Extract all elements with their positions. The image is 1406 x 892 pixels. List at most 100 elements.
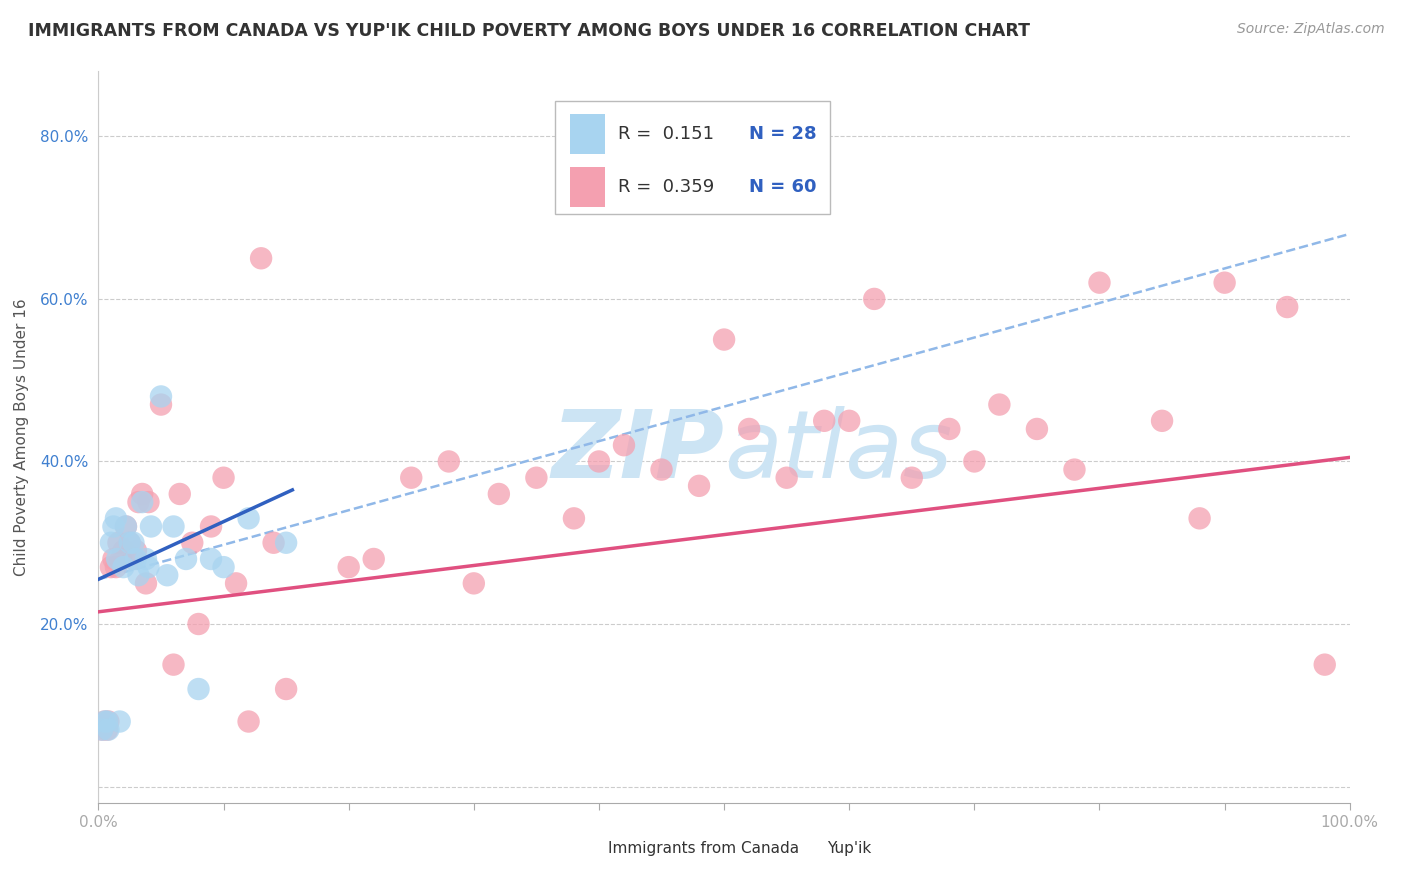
- Point: [100, 535, 122, 549]
- Point: [463, 576, 485, 591]
- Point: [838, 414, 860, 428]
- Point: [115, 519, 138, 533]
- Point: [131, 495, 153, 509]
- Point: [562, 511, 585, 525]
- Point: [1150, 414, 1173, 428]
- Point: [107, 535, 129, 549]
- Point: [103, 552, 125, 566]
- Point: [112, 544, 135, 558]
- Point: [139, 519, 162, 533]
- Point: [104, 511, 127, 525]
- Point: [122, 535, 145, 549]
- Point: [118, 535, 141, 549]
- Point: [613, 438, 636, 452]
- Point: [138, 560, 160, 574]
- FancyBboxPatch shape: [571, 167, 605, 208]
- Point: [108, 714, 131, 729]
- Point: [238, 511, 260, 525]
- Point: [588, 454, 610, 468]
- Point: [938, 422, 960, 436]
- Point: [187, 617, 209, 632]
- Point: [225, 576, 247, 591]
- Point: [104, 560, 127, 574]
- Text: N = 28: N = 28: [749, 125, 817, 143]
- Point: [125, 552, 148, 566]
- Point: [488, 487, 510, 501]
- Point: [122, 552, 145, 566]
- Point: [138, 495, 160, 509]
- Point: [863, 292, 886, 306]
- Point: [238, 714, 260, 729]
- Point: [105, 552, 128, 566]
- Point: [131, 487, 153, 501]
- Point: [115, 519, 138, 533]
- Point: [650, 462, 672, 476]
- Point: [118, 535, 141, 549]
- Point: [91, 723, 114, 737]
- Text: atlas: atlas: [724, 406, 952, 497]
- Point: [738, 422, 761, 436]
- Point: [112, 560, 135, 574]
- Point: [181, 535, 204, 549]
- Point: [97, 714, 120, 729]
- Text: Yup'ik: Yup'ik: [827, 840, 870, 855]
- Point: [93, 714, 115, 729]
- Point: [900, 471, 922, 485]
- Point: [174, 552, 197, 566]
- Point: [169, 487, 191, 501]
- Point: [162, 657, 184, 672]
- Point: [274, 681, 298, 696]
- Point: [127, 495, 149, 509]
- Point: [1213, 276, 1236, 290]
- Point: [91, 723, 114, 737]
- Point: [150, 389, 173, 403]
- FancyBboxPatch shape: [555, 101, 831, 214]
- Text: R =  0.151: R = 0.151: [617, 125, 714, 143]
- Point: [813, 414, 835, 428]
- Point: [401, 471, 423, 485]
- FancyBboxPatch shape: [571, 114, 605, 154]
- Point: [1313, 657, 1336, 672]
- Point: [127, 568, 149, 582]
- Point: [776, 471, 799, 485]
- Point: [437, 454, 460, 468]
- Text: ZIP: ZIP: [551, 406, 724, 498]
- Point: [1188, 511, 1211, 525]
- Point: [1088, 276, 1111, 290]
- Point: [274, 535, 298, 549]
- Point: [1277, 300, 1299, 314]
- Point: [250, 252, 273, 266]
- FancyBboxPatch shape: [793, 837, 821, 864]
- Y-axis label: Child Poverty Among Boys Under 16: Child Poverty Among Boys Under 16: [14, 298, 30, 576]
- Point: [337, 560, 360, 574]
- Point: [156, 568, 179, 582]
- Point: [135, 576, 157, 591]
- Point: [103, 519, 125, 533]
- Text: N = 60: N = 60: [749, 178, 817, 196]
- Point: [988, 398, 1011, 412]
- Point: [212, 471, 235, 485]
- Point: [96, 714, 118, 729]
- Point: [263, 535, 285, 549]
- Point: [1026, 422, 1049, 436]
- Point: [200, 552, 222, 566]
- Point: [162, 519, 184, 533]
- Text: Source: ZipAtlas.com: Source: ZipAtlas.com: [1237, 22, 1385, 37]
- Point: [96, 723, 118, 737]
- Point: [125, 544, 148, 558]
- Text: IMMIGRANTS FROM CANADA VS YUP'IK CHILD POVERTY AMONG BOYS UNDER 16 CORRELATION C: IMMIGRANTS FROM CANADA VS YUP'IK CHILD P…: [28, 22, 1031, 40]
- Point: [187, 681, 209, 696]
- Point: [1063, 462, 1085, 476]
- Point: [212, 560, 235, 574]
- Point: [100, 560, 122, 574]
- Text: R =  0.359: R = 0.359: [617, 178, 714, 196]
- Point: [200, 519, 222, 533]
- Point: [524, 471, 547, 485]
- FancyBboxPatch shape: [574, 837, 602, 864]
- Point: [963, 454, 986, 468]
- Point: [150, 398, 173, 412]
- Point: [363, 552, 385, 566]
- Text: Immigrants from Canada: Immigrants from Canada: [607, 840, 799, 855]
- Point: [97, 723, 120, 737]
- Point: [110, 552, 132, 566]
